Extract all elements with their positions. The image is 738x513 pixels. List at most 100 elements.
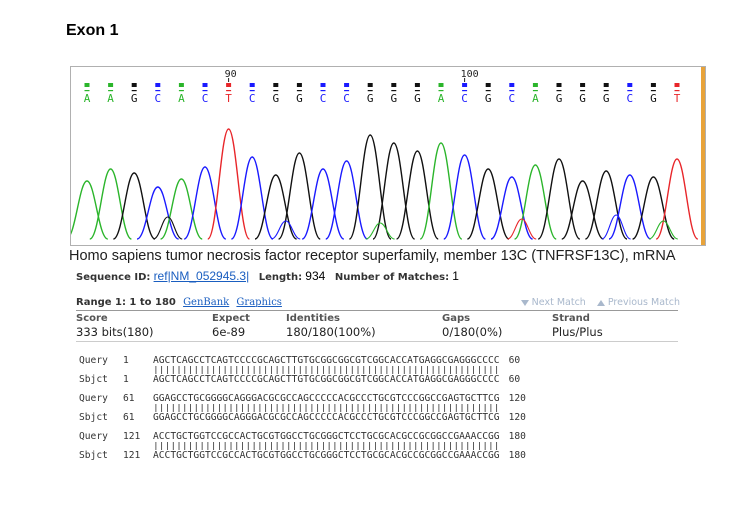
quality-mark: [391, 83, 397, 87]
quality-dash: [580, 90, 586, 92]
quality-dash: [249, 90, 255, 92]
match-bars: ||||||||||||||||||||||||||||||||||||||||…: [153, 442, 500, 450]
next-match-button[interactable]: Next Match: [520, 297, 586, 308]
match-bars: ||||||||||||||||||||||||||||||||||||||||…: [153, 404, 500, 412]
alignment-block: Query 61 GGAGCCTGCGGGGCAGGGACGCGCCAGCCCCCA…: [79, 393, 526, 423]
quality-mark: [249, 83, 255, 87]
next-match-label: Next Match: [531, 297, 586, 308]
alignment-block: Query 1 AGCTCAGCCTCAGTCCCCGCAGCTTGTGCGGCGG…: [79, 355, 526, 385]
strand-header: Strand: [552, 310, 678, 324]
quality-dash: [273, 90, 279, 92]
match-line: ||||||||||||||||||||||||||||||||||||||||…: [79, 404, 526, 412]
base-call: C: [202, 92, 209, 105]
query-sequence: AGCTCAGCCTCAGTCCCCGCAGCTTGTGCGGCGGCGTCGG…: [153, 355, 500, 366]
base-call: G: [414, 92, 421, 105]
query-sequence: ACCTGCTGGTCCGCCACTGCGTGGCCTGCGGGCTCCTGCG…: [153, 431, 500, 442]
genbank-link[interactable]: GenBank: [183, 297, 230, 308]
base-call: G: [272, 92, 279, 105]
quality-dash: [627, 90, 633, 92]
query-end: 180: [508, 431, 526, 442]
match-navigation: Next Match Previous Match: [520, 297, 680, 308]
quality-mark: [603, 83, 609, 87]
base-call: A: [84, 92, 91, 105]
exon-heading: Exon 1: [66, 22, 119, 39]
range-label: Range 1: 1 to 180: [76, 297, 176, 308]
sequence-alignment: Query 1 AGCTCAGCCTCAGTCCCCGCAGCTTGTGCGGCGG…: [79, 355, 526, 469]
quality-dash: [155, 90, 161, 92]
trace-peak: [490, 176, 533, 240]
quality-dash: [344, 90, 350, 92]
sbjct-sequence: AGCTCAGCCTCAGTCCCCGCAGCTTGTGCGGCGGCGTCGG…: [153, 374, 500, 385]
quality-dash: [178, 90, 184, 92]
base-call: C: [626, 92, 633, 105]
match-line: ||||||||||||||||||||||||||||||||||||||||…: [79, 442, 526, 450]
trace-peak: [395, 150, 439, 240]
sbjct-line: Sbjct 1 AGCTCAGCCTCAGTCCCCGCAGCTTGTGCGGCGG…: [79, 374, 526, 385]
query-start: 121: [123, 431, 141, 442]
trace-peak: [301, 168, 345, 240]
query-start: 61: [123, 393, 135, 404]
base-call: G: [296, 92, 303, 105]
quality-mark: [438, 83, 444, 87]
base-call: C: [461, 92, 468, 105]
trace-minor-peak: [153, 216, 183, 240]
base-call: A: [107, 92, 114, 105]
trace-peak: [325, 160, 369, 240]
query-end: 60: [508, 355, 521, 366]
position-label: 100: [461, 69, 479, 80]
trace-peak: [136, 186, 179, 240]
sbjct-label: Sbjct: [79, 374, 108, 385]
quality-mark: [627, 83, 633, 87]
sbjct-end: 180: [508, 450, 526, 461]
trace-peak: [277, 152, 321, 240]
trace-minor-peak: [365, 222, 395, 240]
graphics-link[interactable]: Graphics: [236, 297, 282, 308]
trace-peak: [71, 180, 109, 240]
quality-mark: [674, 83, 680, 87]
quality-dash: [320, 90, 326, 92]
base-call: A: [438, 92, 445, 105]
sbjct-label: Sbjct: [79, 412, 108, 423]
strand-value: Plus/Plus: [552, 324, 678, 342]
trace-peak: [89, 168, 133, 240]
range-row: Range 1: 1 to 180 GenBank Graphics: [76, 297, 282, 308]
matches-label: Number of Matches:: [334, 272, 450, 283]
trace-minor-peak: [648, 220, 678, 240]
seq-id-link[interactable]: ref|NM_052945.3|: [153, 269, 250, 283]
hit-title: Homo sapiens tumor necrosis factor recep…: [69, 248, 676, 264]
quality-dash: [367, 90, 373, 92]
quality-dash: [532, 90, 538, 92]
trace-minor-peak: [601, 214, 631, 240]
quality-dash: [226, 90, 232, 92]
identities-header: Identities: [286, 310, 442, 324]
match-bars: ||||||||||||||||||||||||||||||||||||||||…: [153, 366, 500, 374]
trace-peak: [585, 170, 628, 240]
trace-peak: [466, 168, 510, 240]
query-line: Query 1 AGCTCAGCCTCAGTCCCCGCAGCTTGTGCGGCGG…: [79, 355, 526, 366]
quality-mark: [178, 83, 184, 87]
quality-mark: [155, 83, 161, 87]
triangle-up-icon: [596, 299, 605, 306]
length-value: 934: [305, 269, 326, 283]
triangle-down-icon: [520, 299, 529, 306]
sbjct-line: Sbjct 61 GGAGCCTGCGGGGCAGGGACGCGCCAGCCCCCA…: [79, 412, 526, 423]
quality-dash: [391, 90, 397, 92]
query-line: Query 61 GGAGCCTGCGGGGCAGGGACGCGCCAGCCCCCA…: [79, 393, 526, 404]
base-call: C: [508, 92, 515, 105]
base-call: G: [579, 92, 586, 105]
previous-match-button[interactable]: Previous Match: [589, 297, 680, 308]
quality-mark: [556, 83, 562, 87]
trace-peak: [632, 176, 675, 240]
base-call: G: [367, 92, 374, 105]
quality-mark: [320, 83, 326, 87]
trace-minor-peak: [271, 220, 301, 240]
query-end: 120: [508, 393, 526, 404]
quality-mark: [485, 83, 491, 87]
quality-mark: [532, 83, 538, 87]
sbjct-start: 1: [123, 374, 129, 385]
trace-peak: [113, 172, 156, 240]
query-label: Query: [79, 393, 108, 404]
base-call: G: [390, 92, 397, 105]
trace-peak: [348, 134, 392, 240]
quality-dash: [414, 90, 420, 92]
